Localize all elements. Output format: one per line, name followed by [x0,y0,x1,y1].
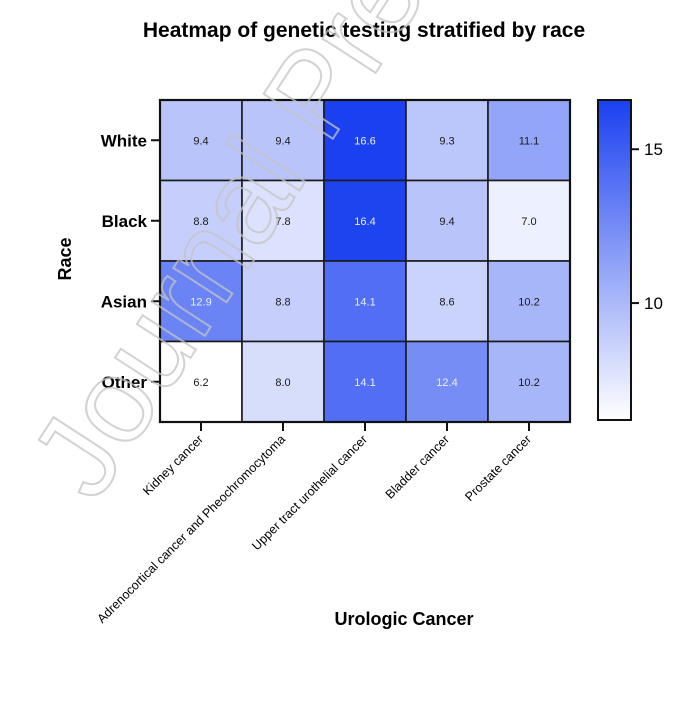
heatmap-cell-1-2 [323,179,407,262]
cell-value-label: 16.4 [354,216,375,228]
heatmap-cell-2-4 [487,260,571,343]
cell-value-label: 16.6 [354,135,375,147]
cell-value-label: 7.8 [275,216,290,228]
cell-value-label: 14.1 [354,296,375,308]
cell-value-label: 8.0 [275,377,290,389]
heatmap-cell-2-1 [241,260,325,343]
cell-value-label: 10.2 [518,377,539,389]
heatmap-cell-2-2 [323,260,407,343]
x-axis-title: Urologic Cancer [334,609,473,629]
colorbar-gradient [597,99,632,421]
column-label-3: Bladder cancer [383,432,452,501]
row-label-asian: Asian [101,292,147,311]
heatmap-cell-1-1 [241,179,325,262]
cell-value-label: 8.6 [439,296,454,308]
cell-value-label: 8.8 [275,296,290,308]
row-label-white: White [101,131,147,150]
cell-value-label: 11.1 [519,135,540,147]
cell-value-label: 9.4 [439,216,454,228]
cell-value-label: 7.0 [521,216,536,228]
colorbar-tick-label: 10 [644,294,663,313]
cell-value-label: 9.3 [439,135,454,147]
heatmap-cell-0-4 [487,99,571,182]
cell-value-label: 8.8 [193,216,208,228]
cell-value-label: 14.1 [354,377,375,389]
y-axis-title: Race [55,237,75,280]
cell-value-label: 9.4 [275,135,290,147]
chart-title: Heatmap of genetic testing stratified by… [143,19,585,42]
cell-value-label: 12.9 [190,296,211,308]
heatmap-cell-3-1 [241,340,325,423]
heatmap-cell-3-2 [323,340,407,423]
colorbar-tick-label: 15 [644,140,663,159]
heatmap-cell-1-3 [405,179,489,262]
heatmap-cells: 9.4 9.4 16.6 9.3 11.1 8.8 7.8 16.4 9.4 7.0 12.9 8.8… [158,98,572,424]
colorbar: 10 15 [597,99,663,421]
row-label-other: Other [102,373,148,392]
heatmap-cell-3-3 [405,340,489,423]
heatmap-cell-1-4 [487,179,571,262]
cell-value-label: 6.2 [193,377,208,389]
cell-value-label: 12.4 [436,377,457,389]
row-label-black: Black [102,212,148,231]
column-label-4: Prostate cancer [462,432,534,504]
cell-value-label: 10.2 [518,296,539,308]
heatmap-cell-2-3 [405,260,489,343]
cell-value-label: 9.4 [193,135,208,147]
row-labels: White Black Asian Other [101,131,160,392]
